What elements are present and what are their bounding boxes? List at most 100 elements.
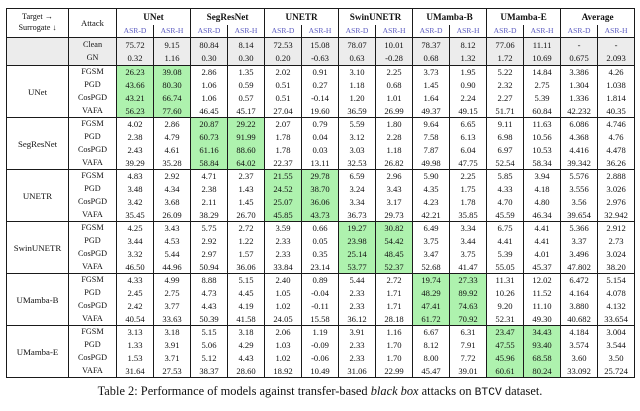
group-segresnet: SegResNet FGSM 4.02 2.86 20.87 29.22 2.07 0.79 5… [6, 117, 636, 170]
value-cell: 33.63 [152, 312, 192, 326]
value-cell: 4.80 [523, 195, 562, 209]
asr-h-header: ASR-H [449, 24, 488, 38]
attack-label: CosPGD [68, 247, 117, 261]
value-cell: 2.33 [264, 234, 303, 248]
value-cell-whitebox: 43.66 [116, 78, 154, 92]
value-cell: 4.45 [227, 286, 266, 300]
value-cell-whitebox: 66.74 [152, 91, 192, 105]
model-header-umamba-e: UMamba-E [486, 8, 562, 25]
value-cell-whitebox: 68.58 [523, 351, 562, 365]
value-cell: 4.35 [412, 182, 451, 196]
value-cell: 2.25 [449, 169, 488, 183]
value-cell-whitebox: 88.60 [227, 143, 266, 157]
value-cell: 32.53 [338, 156, 377, 170]
value-cell: 3.024 [597, 247, 636, 261]
value-cell: 1.43 [227, 182, 266, 196]
value-cell: 10.49 [301, 364, 340, 378]
value-cell: 12.02 [523, 273, 562, 287]
value-cell: 1.32 [449, 51, 488, 66]
value-cell: 6.31 [449, 325, 488, 339]
value-cell: 2.38 [116, 130, 154, 144]
value-cell: 1.78 [264, 130, 303, 144]
value-cell: 3.48 [116, 182, 154, 196]
value-cell: 3.75 [449, 247, 488, 261]
value-cell: 2.92 [152, 169, 192, 183]
value-cell: 36.73 [338, 208, 377, 222]
value-cell: 10.01 [375, 37, 414, 52]
value-cell: 9.20 [486, 299, 525, 313]
value-cell-whitebox: 47.55 [486, 338, 525, 352]
value-cell: 5.154 [597, 273, 636, 287]
value-cell: 6.98 [486, 130, 525, 144]
value-cell: 10.56 [523, 130, 562, 144]
asr-d-header: ASR-D [486, 24, 525, 38]
value-cell: 1.16 [152, 51, 192, 66]
group-umamba-b: UMamba-B FGSM 4.33 4.99 8.88 5.15 2.40 0.89 5.44… [6, 273, 636, 326]
value-cell: 4.71 [190, 169, 229, 183]
value-cell: 1.72 [486, 51, 525, 66]
value-cell: 1.64 [412, 91, 451, 105]
value-cell: 1.18 [375, 143, 414, 157]
value-cell: 11.11 [523, 37, 562, 52]
asr-h-header: ASR-H [523, 24, 562, 38]
asr-d-header: ASR-D [264, 24, 303, 38]
value-cell: 3.386 [560, 65, 599, 79]
value-cell: 4.19 [227, 299, 266, 313]
value-cell: 4.33 [116, 273, 154, 287]
value-cell: 14.84 [523, 65, 562, 79]
value-cell: 3.37 [560, 234, 599, 248]
attack-row-vafa: VAFA 39.29 35.28 58.84 64.02 22.37 13.11 32.53 2… [7, 156, 636, 170]
value-cell: 2.25 [375, 65, 414, 79]
empty-surrogate-cell [6, 37, 69, 66]
value-cell-whitebox: 20.87 [190, 117, 229, 131]
value-cell: 4.416 [560, 143, 599, 157]
value-cell: 3.43 [375, 182, 414, 196]
value-cell: 36.06 [227, 260, 266, 274]
value-cell: 4.078 [597, 286, 636, 300]
value-cell: 0.68 [412, 51, 451, 66]
value-cell-whitebox: 30.82 [375, 221, 414, 235]
value-cell: 2.28 [375, 130, 414, 144]
value-cell: 7.91 [449, 338, 488, 352]
attack-row-vafa: VAFA 46.50 44.96 50.94 36.06 33.84 23.14 53.77 5… [7, 260, 636, 274]
attack-row-cospgd: CosPGD 3.32 5.44 2.97 1.57 2.33 0.35 25.14 48.45… [7, 247, 636, 261]
value-cell: 60.84 [523, 104, 562, 118]
value-cell: 4.184 [560, 325, 599, 339]
header-row-asr: ASR-D ASR-H ASR-D ASR-H ASR-D ASR-H ASR-… [7, 24, 636, 38]
value-cell: 0.35 [301, 247, 340, 261]
value-cell: 40.54 [116, 312, 154, 326]
value-cell: 11.63 [523, 117, 562, 131]
value-cell: 0.30 [190, 51, 229, 66]
value-cell-whitebox: 25.14 [338, 247, 377, 261]
value-cell: 45.47 [412, 364, 451, 378]
value-cell: 2.38 [190, 182, 229, 196]
value-cell: 0.27 [301, 78, 340, 92]
attack-label: CosPGD [68, 351, 117, 365]
value-cell: 5.366 [560, 221, 599, 235]
value-cell: 78.37 [412, 37, 451, 52]
value-cell-whitebox: 43.21 [116, 91, 154, 105]
paper-table-page: Target → Surrogate ↓ Attack UNet SegResN… [6, 8, 636, 399]
value-cell: 50.39 [190, 312, 229, 326]
value-cell: 4.18 [523, 182, 562, 196]
value-cell-whitebox: 23.98 [338, 234, 377, 248]
value-cell: 4.41 [486, 234, 525, 248]
asr-h-header: ASR-H [227, 24, 266, 38]
asr-h-header: ASR-H [152, 24, 192, 38]
value-cell-whitebox: 70.92 [449, 312, 488, 326]
value-cell: 1.06 [190, 91, 229, 105]
value-cell: 3.44 [449, 234, 488, 248]
surrogate-label: UNETR [6, 169, 69, 222]
value-cell: 47.802 [560, 260, 599, 274]
value-cell-whitebox: 58.84 [190, 156, 229, 170]
value-cell: 4.02 [116, 117, 154, 131]
value-cell: 4.164 [560, 286, 599, 300]
caption-dataset-name: BTCV [474, 387, 502, 399]
attack-label: PGD [68, 286, 117, 300]
value-cell: 4.73 [190, 286, 229, 300]
value-cell: 3.004 [597, 325, 636, 339]
value-cell: 1.71 [375, 299, 414, 313]
value-cell: 2.33 [338, 351, 377, 365]
value-cell: 2.75 [523, 78, 562, 92]
value-cell-whitebox: 60.61 [486, 364, 525, 378]
